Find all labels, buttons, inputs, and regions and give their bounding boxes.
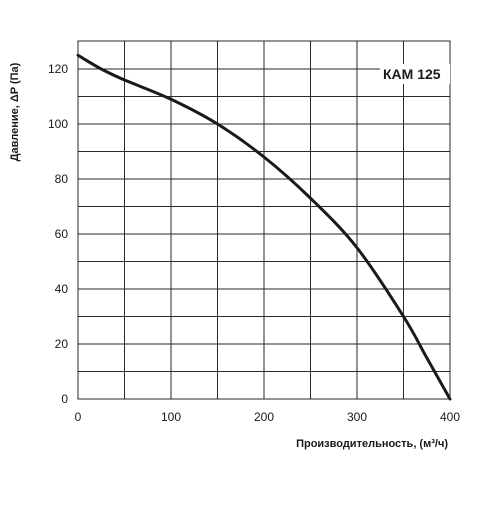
x-tick-label: 400 bbox=[440, 410, 460, 424]
x-tick-label: 300 bbox=[347, 410, 367, 424]
y-tick-label: 100 bbox=[48, 117, 68, 131]
y-tick-label: 40 bbox=[55, 282, 69, 296]
y-tick-label: 60 bbox=[55, 227, 69, 241]
y-axis-label: Давление, ΔP (Па) bbox=[9, 62, 21, 161]
y-tick-label: 20 bbox=[55, 337, 69, 351]
grid-lines bbox=[78, 41, 450, 399]
y-tick-label: 80 bbox=[55, 172, 69, 186]
chart-title: КАМ 125 bbox=[383, 66, 441, 82]
y-tick-label: 0 bbox=[61, 392, 68, 406]
pressure-curve bbox=[76, 53, 452, 401]
title-box bbox=[380, 64, 450, 84]
plot-frame bbox=[77, 40, 451, 400]
tick-labels: 0 100 200 300 400 0 20 40 60 80 100 120 bbox=[48, 62, 460, 424]
y-tick-label: 120 bbox=[48, 62, 68, 76]
x-axis-label: Производительность, (м³/ч) bbox=[296, 438, 448, 450]
x-tick-label: 100 bbox=[161, 410, 181, 424]
x-tick-label: 0 bbox=[75, 410, 82, 424]
x-tick-label: 200 bbox=[254, 410, 274, 424]
curve-layer bbox=[76, 53, 452, 401]
